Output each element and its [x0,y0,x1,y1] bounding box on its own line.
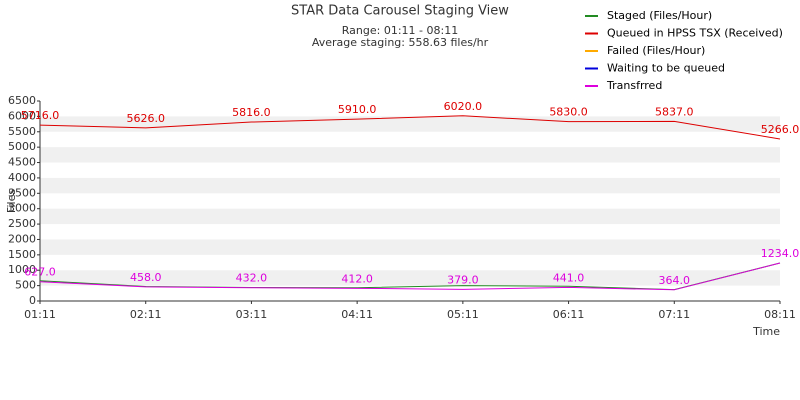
data-label: 364.0 [659,274,691,287]
x-tick-label: 05:11 [447,308,479,321]
series-line [39,115,781,140]
grid-band [40,239,780,255]
x-tick-label: 07:11 [658,308,690,321]
y-tick-label: 1000 [8,263,36,276]
y-tick-label: 6000 [8,109,36,122]
data-label: 1234.0 [761,247,800,260]
series-line [39,262,781,291]
x-tick-label: 08:11 [764,308,796,321]
data-label: 5837.0 [655,105,694,118]
data-label: 441.0 [553,271,585,284]
legend-label: Queued in HPSS TSX (Received) [607,27,783,40]
y-tick-label: 0 [29,294,36,307]
data-label: 627.0 [24,266,56,279]
y-tick-label: 5500 [8,125,36,138]
y-tick-label: 4000 [8,171,36,184]
subtitle: Average staging: 558.63 files/hr [312,36,489,49]
legend-label: Transfrred [606,79,662,92]
y-tick-label: 3500 [8,186,36,199]
x-tick-label: 04:11 [341,308,373,321]
x-tick-label: 02:11 [130,308,162,321]
data-label: 5816.0 [232,106,271,119]
legend-label: Staged (Files/Hour) [607,9,712,22]
y-axis-label: Files [5,189,18,213]
data-label: 412.0 [341,272,373,285]
data-label: 6020.0 [444,100,483,113]
data-label: 5716.0 [21,109,60,122]
data-label: 432.0 [236,272,268,285]
data-label: 5626.0 [126,112,165,125]
y-tick-label: 2500 [8,217,36,230]
y-tick-label: 500 [15,279,36,292]
y-tick-label: 5000 [8,140,36,153]
grid-band [40,177,780,194]
grid-band [40,270,780,286]
y-tick-label: 4500 [8,156,36,169]
data-label: 379.0 [447,273,479,286]
y-tick-label: 2000 [8,232,36,245]
x-tick-label: 03:11 [236,308,268,321]
grid-band [40,147,780,163]
data-label: 5266.0 [761,123,800,136]
data-label: 458.0 [130,271,162,284]
data-label: 5910.0 [338,103,377,116]
grid-band [40,208,780,225]
x-tick-label: 01:11 [24,308,56,321]
x-tick-label: 06:11 [553,308,585,321]
chart-title: STAR Data Carousel Staging View [291,4,509,19]
y-tick-label: 6500 [8,94,36,107]
legend-label: Waiting to be queued [607,62,725,75]
y-tick-label: 3000 [8,202,36,215]
x-axis-label: Time [752,325,780,338]
y-tick-label: 1500 [8,248,36,261]
subtitle: Range: 01:11 - 08:11 [342,24,458,37]
legend-label: Failed (Files/Hour) [607,44,705,57]
data-label: 5830.0 [549,106,588,119]
grid-band [40,116,780,132]
